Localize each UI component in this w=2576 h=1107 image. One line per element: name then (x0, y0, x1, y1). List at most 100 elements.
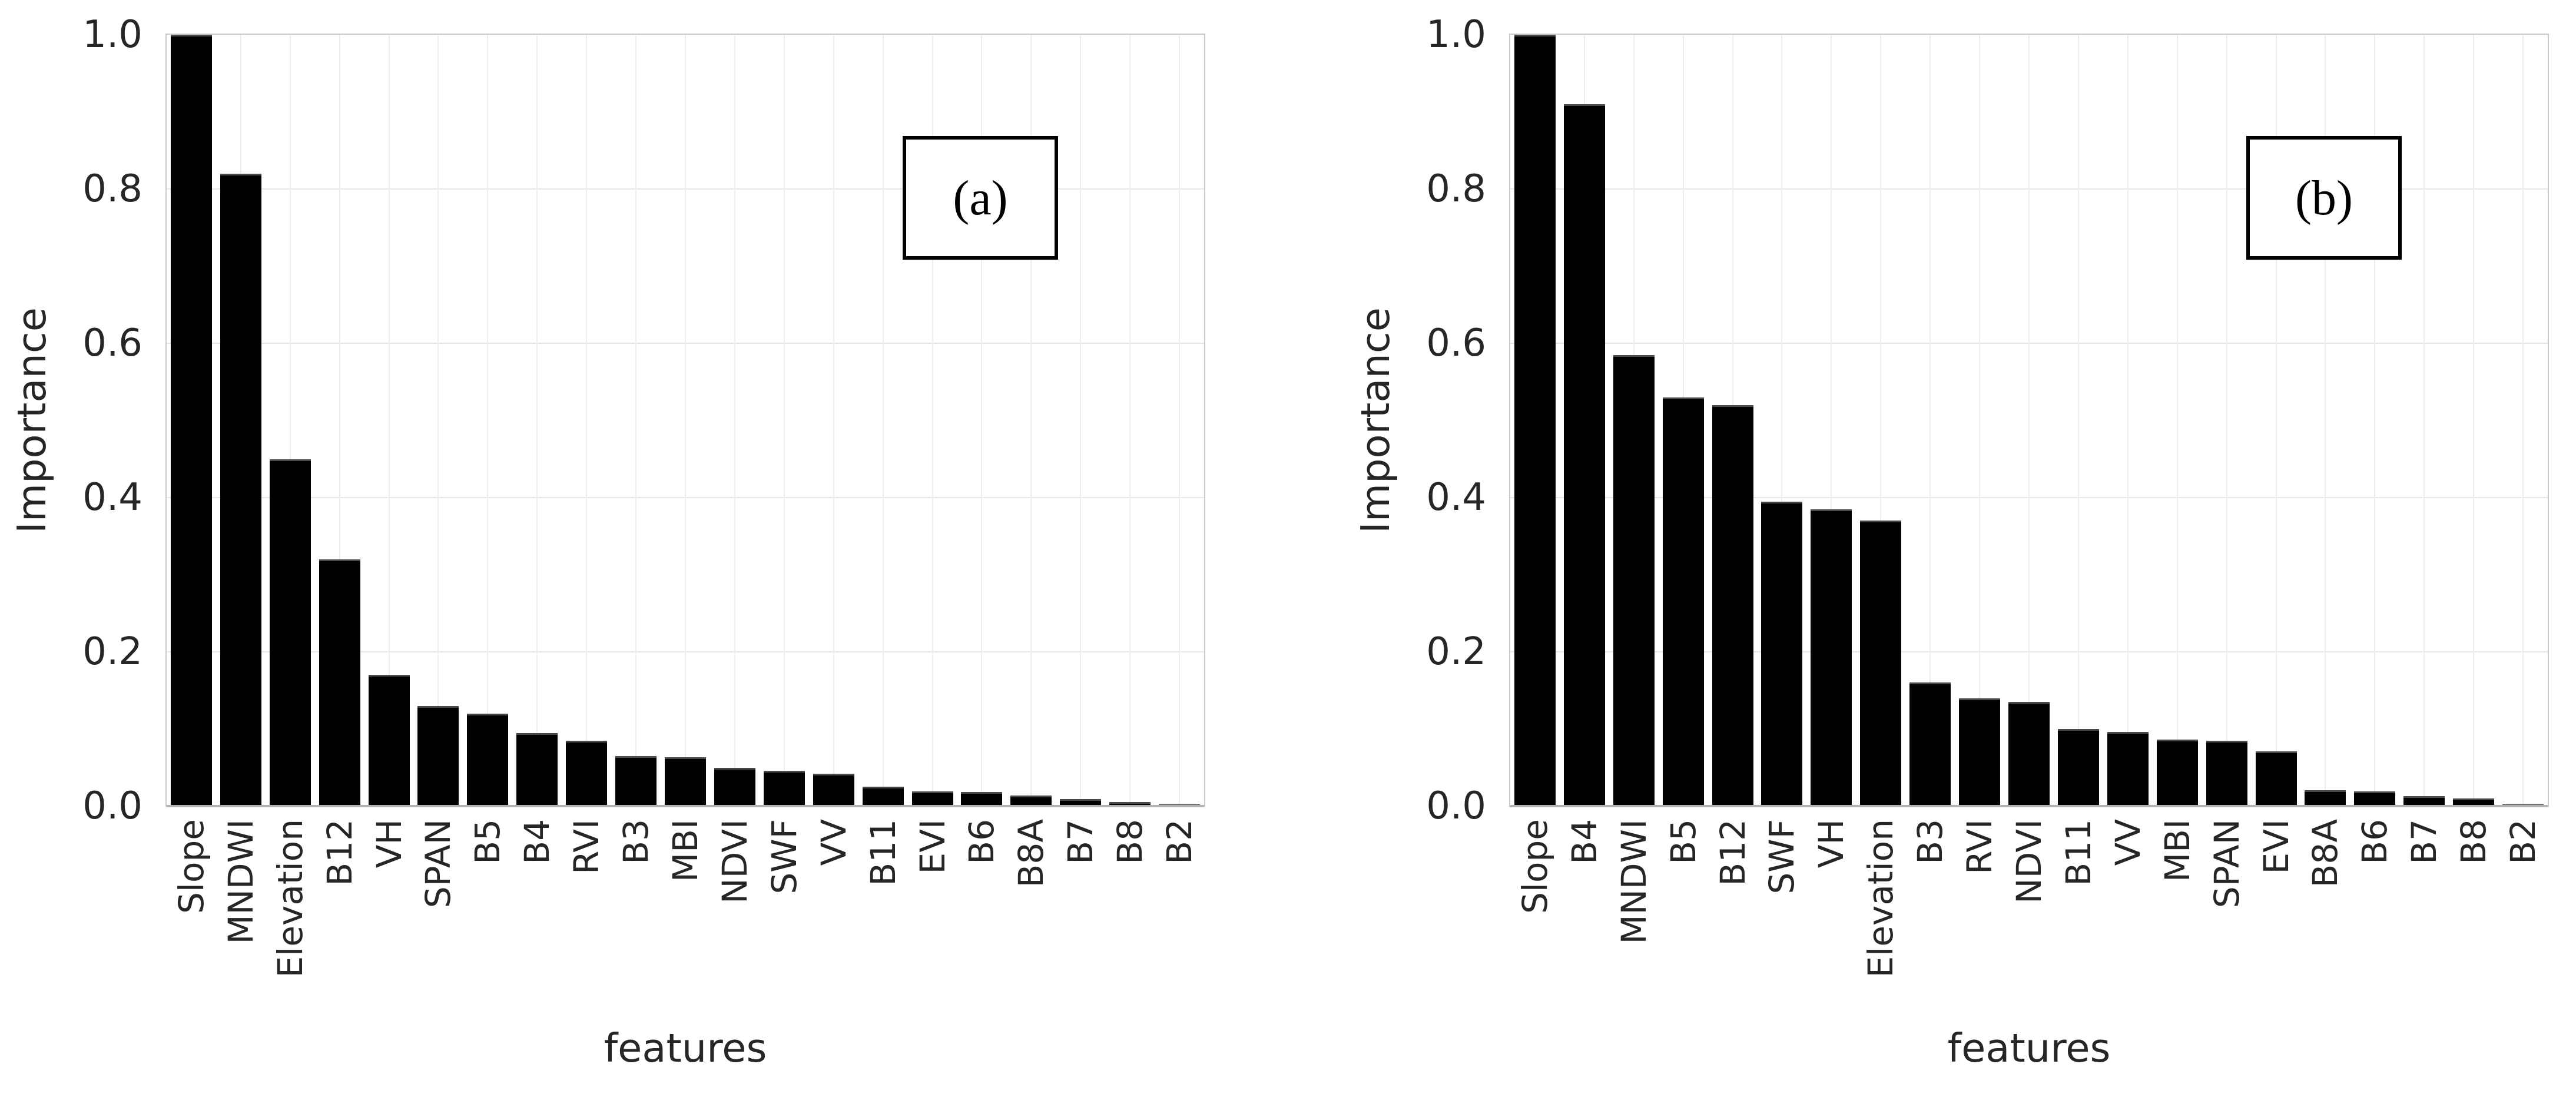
panel-a-y-tick-1.0: 1.0 (82, 13, 142, 57)
panel-b-plot-area: Importance features (b) 0.0 0.2 0.4 0.6 0.8 1… (1352, 13, 2549, 1071)
panel-b-y-tick-1.0: 1.0 (1426, 13, 1486, 57)
panel-b-x-tick-EVI: EVI (2256, 819, 2296, 874)
panel-b-y-tick-0.4: 0.4 (1426, 476, 1486, 519)
panel-a-x-tick-B2: B2 (1159, 819, 1200, 864)
panel-b-x-axis-label: features (1947, 1025, 2111, 1071)
panel-b-bar-MBI (2156, 740, 2198, 806)
panel-b-x-tick-MNDWI: MNDWI (1613, 819, 1654, 944)
panel-b-x-tick-Slope: Slope (1514, 819, 1555, 914)
panel-a-bar-Slope (170, 35, 212, 806)
panel-b-x-tick-VV: VV (2107, 819, 2148, 866)
panel-b-bar-NDVI (2008, 702, 2050, 806)
panel-b-gridline-x-EVI (2275, 35, 2277, 806)
panel-a-x-tick-VV: VV (813, 819, 854, 866)
panel-a-gridline-x-SWF (783, 35, 785, 806)
panel-a-gridline-x-MBI (685, 35, 686, 806)
panel-b-bar-VH (1811, 509, 1852, 806)
panel-b-x-tick-VH: VH (1811, 819, 1852, 869)
panel-a-y-tick-0.2: 0.2 (82, 630, 142, 674)
panel-b-gridline-x-B8 (2473, 35, 2475, 806)
panel-b-bar-B5 (1662, 397, 1704, 806)
panel-b-x-tick-SWF: SWF (1762, 819, 1802, 894)
panel-b-y-tick-0.2: 0.2 (1426, 630, 1486, 674)
panel-b-x-tick-B12: B12 (1712, 819, 1753, 886)
panel-a-x-tick-Elevation: Elevation (270, 819, 310, 978)
panel-b-gridline-x-Elevation (1880, 35, 1882, 806)
panel-b-x-tick-B8A: B8A (2305, 819, 2346, 888)
panel-b-bar-B3 (1909, 682, 1951, 806)
panel-b-gridline-x-NDVI (2028, 35, 2030, 806)
panel-a-bar-SPAN (417, 705, 459, 806)
panel-a-gridline-x-B12 (339, 35, 340, 806)
panel-a-label: (a) (953, 170, 1008, 226)
panel-b-bar-B11 (2057, 729, 2099, 806)
panel-b-x-tick-B8: B8 (2454, 819, 2494, 864)
panel-b-label: (b) (2295, 170, 2353, 226)
panel-b-bar-SPAN (2206, 740, 2247, 806)
panel-b-gridline-x-VH (1831, 35, 1832, 806)
panel-b-x-tick-RVI: RVI (1960, 819, 2000, 874)
panel-b-bar-Elevation (1860, 521, 1902, 806)
panel-a-x-tick-B4: B4 (517, 819, 558, 864)
panel-a-bar-EVI (911, 791, 953, 806)
panel-b-x-tick-B7: B7 (2404, 819, 2445, 864)
panel-b-x-tick-B5: B5 (1663, 819, 1703, 864)
panel-a-bar-B8A (1010, 795, 1052, 806)
panel-a-gridline-x-B11 (882, 35, 884, 806)
panel-a-x-tick-Slope: Slope (171, 819, 211, 914)
panel-b-bar-B4 (1563, 104, 1605, 806)
panel-a-x-tick-B7: B7 (1060, 819, 1101, 864)
panel-a-x-axis-label: features (604, 1025, 767, 1071)
panel-a-y-tick-0.6: 0.6 (82, 322, 142, 365)
panel-a-label-box: (a) (903, 136, 1058, 260)
panel-a-gridline-x-RVI (586, 35, 588, 806)
panel-b-gridline-x-SWF (1781, 35, 1783, 806)
panel-b-bar-B12 (1712, 405, 1753, 806)
panel-a-gridline-x-SPAN (437, 35, 439, 806)
panel-a-x-tick-SPAN: SPAN (418, 819, 459, 909)
panel-b-gridline-x-B7 (2424, 35, 2425, 806)
panel-b-x-tick-B6: B6 (2355, 819, 2395, 864)
panel-a-gridline-x-B4 (536, 35, 538, 806)
panel-b-x-tick-B11: B11 (2058, 819, 2098, 886)
panel-a-y-axis-label: Importance (9, 307, 55, 533)
panel-a-y-tick-0.0: 0.0 (82, 784, 142, 828)
panel-a-x-tick-NDVI: NDVI (714, 819, 755, 904)
panel-a-gridline-x-B2 (1179, 35, 1181, 806)
panel-a-bar-VV (813, 773, 854, 806)
panel-b-y-tick-0.0: 0.0 (1426, 784, 1486, 828)
panel-b-bar-B6 (2354, 791, 2396, 806)
panel-b-gridline-x-B6 (2374, 35, 2376, 806)
panel-a-gridline-x-EVI (931, 35, 933, 806)
panel-a-x-tick-SWF: SWF (764, 819, 804, 894)
panel-a-x-tick-EVI: EVI (912, 819, 953, 874)
panel-a-x-tick-B5: B5 (468, 819, 508, 864)
panel-a-bar-Elevation (269, 459, 311, 806)
panel-b-x-tick-SPAN: SPAN (2206, 819, 2247, 909)
panel-b-bottom-spine (1510, 805, 2548, 807)
panel-a-gridline-x-NDVI (734, 35, 735, 806)
panel-b-bar-Slope (1514, 35, 1556, 806)
panel-a-x-tick-B6: B6 (962, 819, 1002, 864)
panel-a-y-tick-0.4: 0.4 (82, 476, 142, 519)
panel-a-gridline-x-B8 (1129, 35, 1131, 806)
panel-a-bar-B4 (516, 733, 558, 806)
panel-a-gridline-x-VH (388, 35, 390, 806)
panel-b-gridline-x-VV (2127, 35, 2129, 806)
panel-a-x-tick-MBI: MBI (665, 819, 705, 882)
panel-b-x-tick-Elevation: Elevation (1861, 819, 1901, 978)
panel-b-gridline-x-B3 (1929, 35, 1931, 806)
panel-a-gridline-x-B3 (635, 35, 637, 806)
panel-a-bar-MBI (665, 757, 706, 806)
panel-a-gridline-x-B7 (1080, 35, 1082, 806)
panel-a-y-tick-0.8: 0.8 (82, 167, 142, 211)
panel-b-bar-B8 (2453, 798, 2495, 806)
panel-b-y-tick-0.6: 0.6 (1426, 322, 1486, 365)
panel-a-bar-B5 (467, 713, 509, 806)
panel-b-bar-B7 (2403, 796, 2445, 806)
panel-a-gridline-x-B6 (981, 35, 983, 806)
panel-a-bar-B3 (615, 755, 657, 806)
panel-b-bar-MNDWI (1613, 354, 1655, 806)
panel-b-x-tick-MBI: MBI (2157, 819, 2197, 882)
